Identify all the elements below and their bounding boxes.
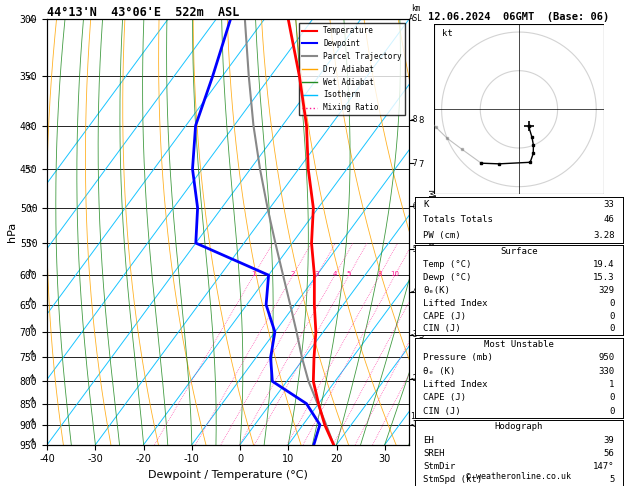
Text: -5: -5 xyxy=(410,244,418,254)
Text: Surface: Surface xyxy=(500,247,538,256)
Text: © weatheronline.co.uk: © weatheronline.co.uk xyxy=(467,472,571,481)
Text: kt: kt xyxy=(442,29,452,38)
Text: 329: 329 xyxy=(598,286,615,295)
Text: Pressure (mb): Pressure (mb) xyxy=(423,353,493,363)
Text: km
ASL: km ASL xyxy=(409,4,423,23)
Text: CIN (J): CIN (J) xyxy=(423,325,461,333)
Text: 10: 10 xyxy=(391,271,399,277)
Text: 0: 0 xyxy=(609,299,615,308)
Text: 39: 39 xyxy=(604,435,615,445)
Y-axis label: Mixing Ratio (g/kg): Mixing Ratio (g/kg) xyxy=(426,189,435,275)
Text: -1: -1 xyxy=(410,420,418,429)
Text: StmSpd (kt): StmSpd (kt) xyxy=(423,475,482,484)
Text: θₑ(K): θₑ(K) xyxy=(423,286,450,295)
Text: SREH: SREH xyxy=(423,449,445,458)
Text: CIN (J): CIN (J) xyxy=(423,407,461,416)
Text: -4: -4 xyxy=(410,288,418,296)
Text: 8: 8 xyxy=(377,271,382,277)
Text: EH: EH xyxy=(423,435,434,445)
Text: 46: 46 xyxy=(604,215,615,225)
Text: Dewp (°C): Dewp (°C) xyxy=(423,273,472,282)
Text: 1LCL: 1LCL xyxy=(410,412,429,421)
Text: 0: 0 xyxy=(609,393,615,402)
Text: 33: 33 xyxy=(604,200,615,209)
Text: -3: -3 xyxy=(410,330,418,339)
Text: 5: 5 xyxy=(347,271,351,277)
Text: 950: 950 xyxy=(598,353,615,363)
Text: 12.06.2024  06GMT  (Base: 06): 12.06.2024 06GMT (Base: 06) xyxy=(428,12,610,22)
Text: 0: 0 xyxy=(609,325,615,333)
Y-axis label: hPa: hPa xyxy=(7,222,17,242)
X-axis label: Dewpoint / Temperature (°C): Dewpoint / Temperature (°C) xyxy=(148,470,308,480)
Text: 1: 1 xyxy=(252,271,256,277)
Text: -8: -8 xyxy=(410,116,418,124)
Text: Most Unstable: Most Unstable xyxy=(484,340,554,349)
Text: 56: 56 xyxy=(604,449,615,458)
Text: 0: 0 xyxy=(609,407,615,416)
Text: Lifted Index: Lifted Index xyxy=(423,380,488,389)
Text: 1: 1 xyxy=(609,380,615,389)
Text: 0: 0 xyxy=(609,312,615,321)
Text: CAPE (J): CAPE (J) xyxy=(423,393,467,402)
Text: Temp (°C): Temp (°C) xyxy=(423,260,472,269)
Text: 330: 330 xyxy=(598,366,615,376)
Text: 3.28: 3.28 xyxy=(593,231,615,240)
Legend: Temperature, Dewpoint, Parcel Trajectory, Dry Adiabat, Wet Adiabat, Isotherm, Mi: Temperature, Dewpoint, Parcel Trajectory… xyxy=(299,23,405,115)
Text: 5: 5 xyxy=(609,475,615,484)
Text: Hodograph: Hodograph xyxy=(495,422,543,432)
Text: Totals Totals: Totals Totals xyxy=(423,215,493,225)
Text: -6: -6 xyxy=(410,202,418,211)
Text: 15.3: 15.3 xyxy=(593,273,615,282)
Text: 3: 3 xyxy=(315,271,320,277)
Text: CAPE (J): CAPE (J) xyxy=(423,312,467,321)
Text: 2: 2 xyxy=(291,271,295,277)
Text: 19.4: 19.4 xyxy=(593,260,615,269)
Text: -2: -2 xyxy=(410,375,418,383)
Text: K: K xyxy=(423,200,429,209)
Text: Lifted Index: Lifted Index xyxy=(423,299,488,308)
Text: PW (cm): PW (cm) xyxy=(423,231,461,240)
Text: θₑ (K): θₑ (K) xyxy=(423,366,455,376)
Text: -7: -7 xyxy=(410,159,418,168)
Text: 4: 4 xyxy=(333,271,337,277)
Text: 44°13'N  43°06'E  522m  ASL: 44°13'N 43°06'E 522m ASL xyxy=(47,6,240,19)
Text: StmDir: StmDir xyxy=(423,462,455,471)
Text: 147°: 147° xyxy=(593,462,615,471)
